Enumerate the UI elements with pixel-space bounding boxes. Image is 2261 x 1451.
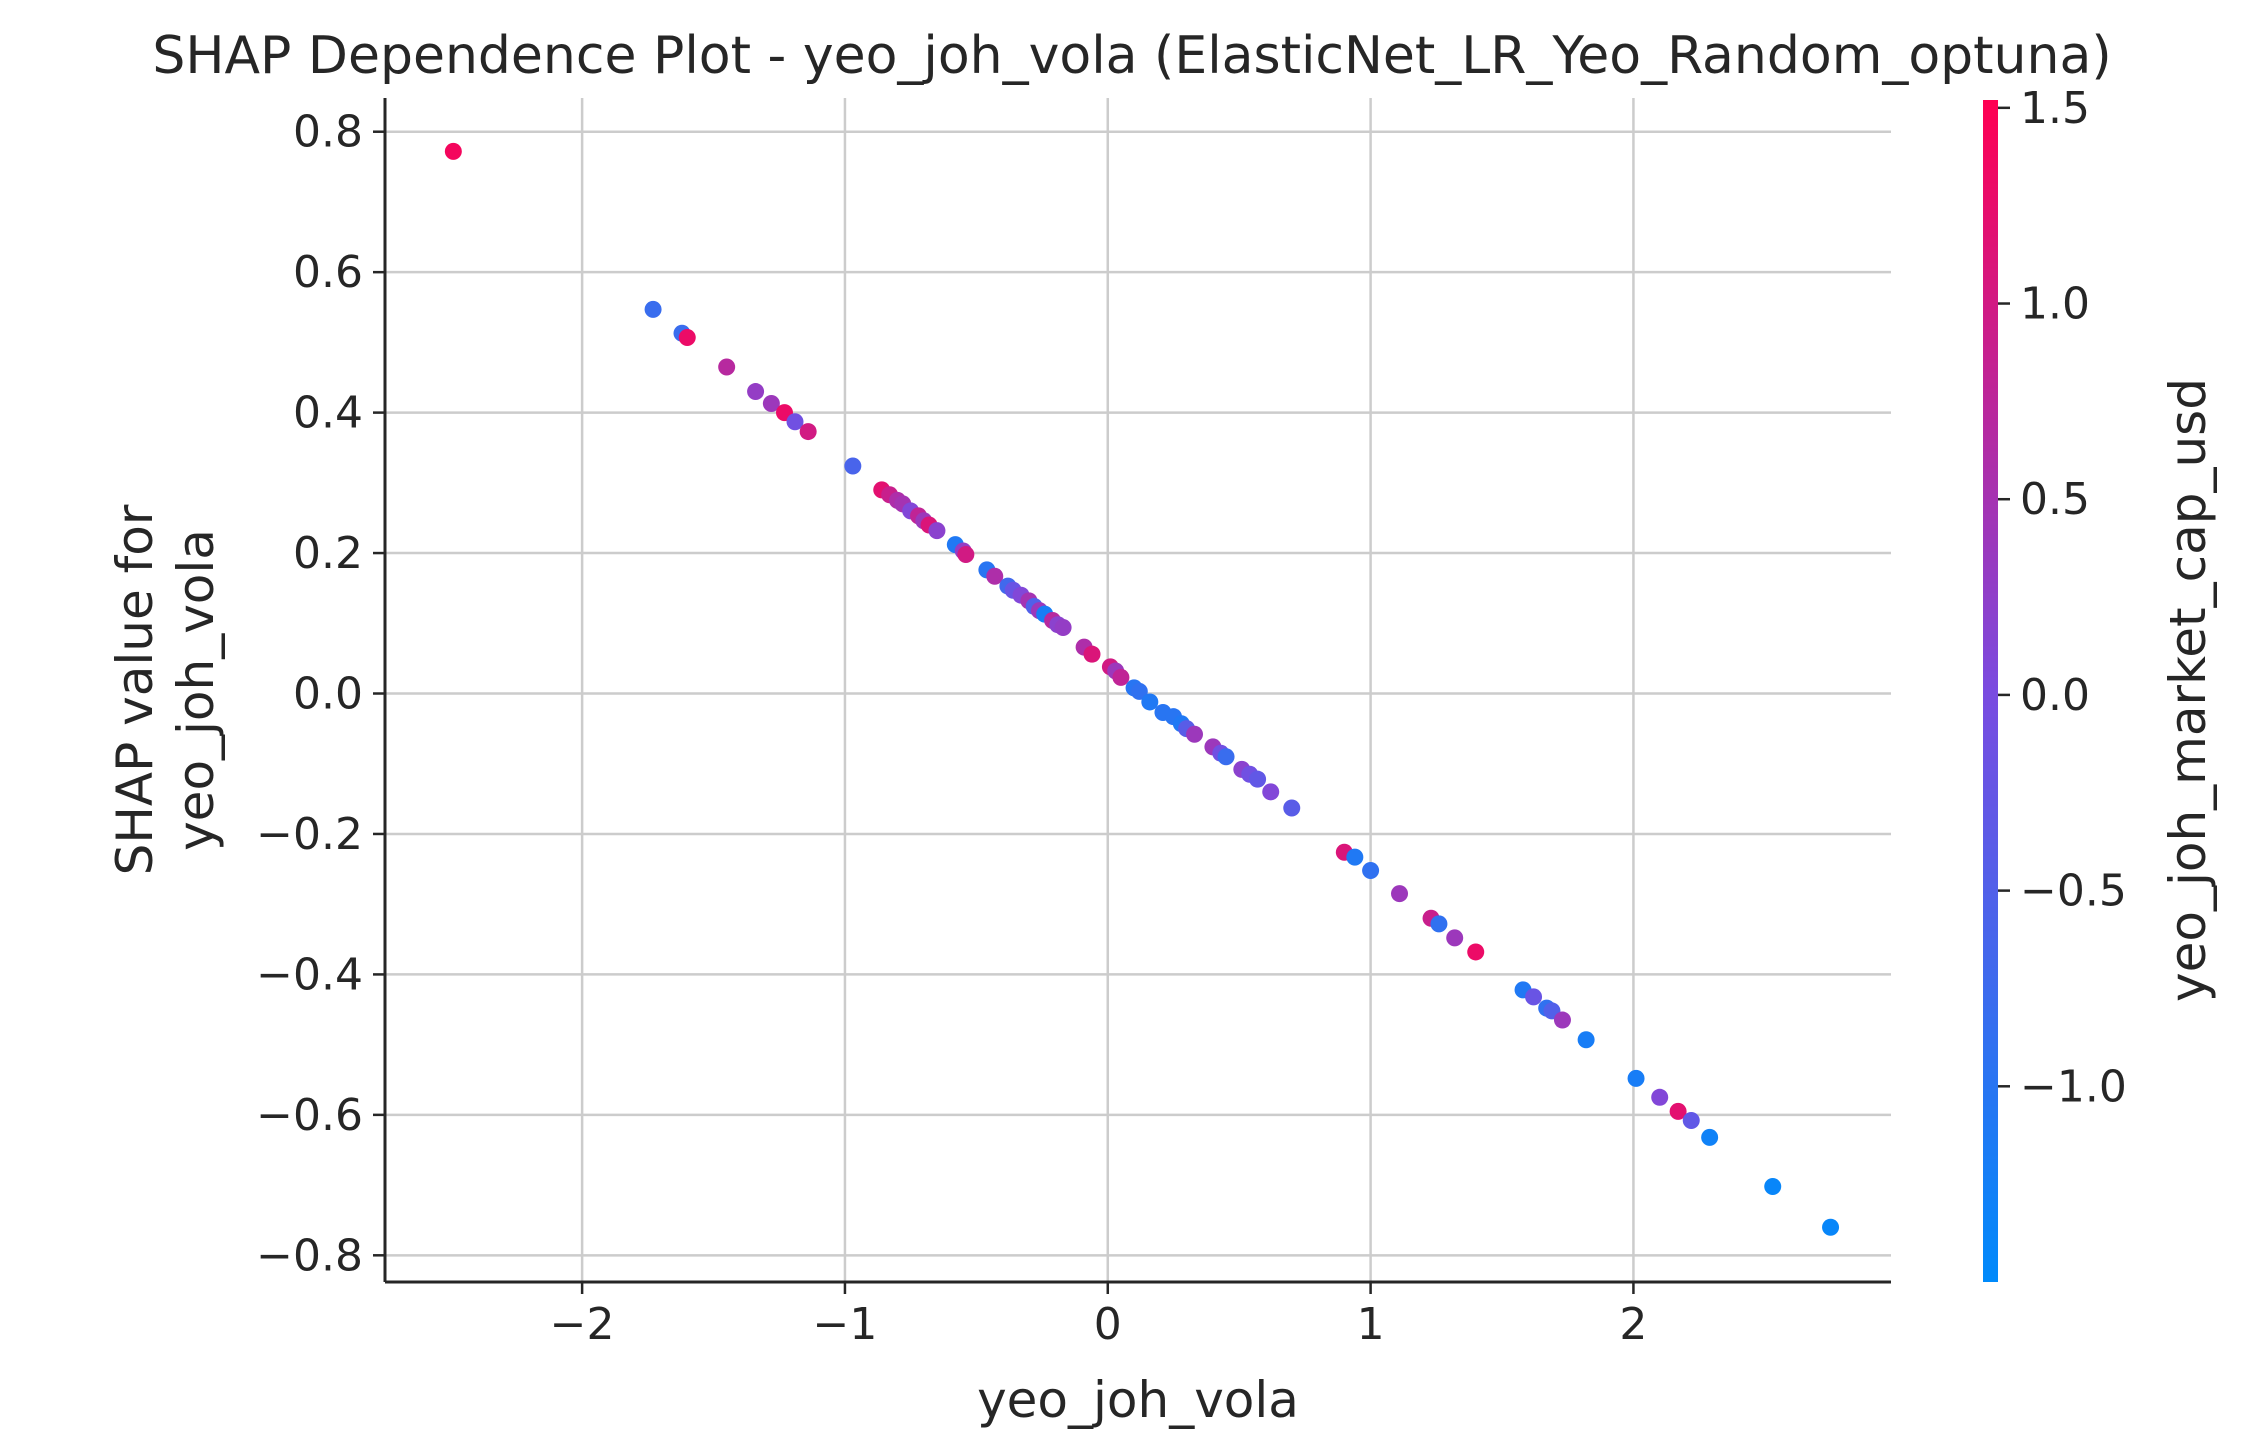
y-tick-label: 0.8 xyxy=(293,107,363,158)
scatter-point xyxy=(1669,1102,1687,1120)
scatter-point xyxy=(1701,1128,1719,1146)
y-tick-label: 0.6 xyxy=(293,247,363,298)
scatter-point xyxy=(1553,1011,1571,1029)
scatter-point xyxy=(799,423,817,441)
scatter-point xyxy=(1262,783,1280,801)
scatter-point xyxy=(1651,1088,1669,1106)
scatter-point xyxy=(1446,929,1464,947)
scatter-point xyxy=(1822,1218,1840,1236)
scatter-point xyxy=(1467,943,1485,961)
scatter-point xyxy=(1682,1111,1700,1129)
scatter-point xyxy=(1249,770,1267,788)
x-tick-label: −1 xyxy=(813,1299,878,1350)
scatter-point xyxy=(1083,645,1101,663)
axes xyxy=(383,98,1891,1284)
scatter-point xyxy=(957,545,975,563)
x-tick-label: 2 xyxy=(1619,1299,1647,1350)
scatter-point xyxy=(1627,1069,1645,1087)
scatter-point xyxy=(1525,988,1543,1006)
scatter-point xyxy=(1217,748,1235,766)
scatter-point xyxy=(1186,725,1204,743)
x-axis-label: yeo_joh_vola xyxy=(977,1371,1299,1429)
colorbar-tick-label: −0.5 xyxy=(2020,866,2127,917)
y-axis-label-line-1: SHAP value for xyxy=(106,504,164,875)
scatter-point xyxy=(1346,848,1364,866)
y-tick-label: −0.4 xyxy=(256,949,363,1000)
scatter-point xyxy=(928,522,946,540)
scatter-point xyxy=(1054,618,1072,636)
y-tick-label: 0.4 xyxy=(293,388,363,439)
scatter-point xyxy=(444,142,462,160)
scatter-point xyxy=(1577,1031,1595,1049)
y-tick-label: −0.6 xyxy=(256,1090,363,1141)
scatter-point xyxy=(718,358,736,376)
scatter-point xyxy=(678,328,696,346)
scatter-point xyxy=(1391,885,1409,903)
scatter-point xyxy=(1283,799,1301,817)
y-tick-label: 0.0 xyxy=(293,669,363,720)
scatter-point xyxy=(747,383,765,401)
scatter-point xyxy=(644,300,662,318)
colorbar-tick-label: −1.0 xyxy=(2020,1061,2127,1112)
y-ticks: 0.8 0.6 0.4 0.2 0.0 −0.2 −0.4 −0.6 −0.8 xyxy=(256,107,385,1281)
scatter-point xyxy=(1362,861,1380,879)
y-tick-label: −0.8 xyxy=(256,1230,363,1281)
scatter-points xyxy=(444,142,1840,1236)
gridlines xyxy=(385,98,1891,1282)
scatter-point xyxy=(1112,668,1130,686)
chart-title: SHAP Dependence Plot - yeo_joh_vola (Ela… xyxy=(152,26,2111,86)
scatter-point xyxy=(986,567,1004,585)
colorbar-label: yeo_joh_market_cap_usd xyxy=(2159,378,2217,1002)
colorbar-tick-label: 0.5 xyxy=(2020,474,2090,525)
scatter-point xyxy=(1430,915,1448,933)
colorbar-ticks: 1.5 1.0 0.5 0.0 −0.5 −1.0 xyxy=(1998,83,2127,1112)
x-tick-label: 0 xyxy=(1094,1299,1122,1350)
y-tick-label: −0.2 xyxy=(256,809,363,860)
x-tick-label: −2 xyxy=(550,1299,615,1350)
colorbar-tick-label: 0.0 xyxy=(2020,670,2090,721)
y-tick-label: 0.2 xyxy=(293,528,363,579)
colorbar xyxy=(1983,100,1998,1282)
y-axis-label-line-2: yeo_joh_vola xyxy=(167,529,225,851)
x-tick-label: 1 xyxy=(1357,1299,1385,1350)
scatter-point xyxy=(1764,1177,1782,1195)
scatter-point xyxy=(786,413,804,431)
scatter-point xyxy=(844,457,862,475)
x-ticks: −2 −1 0 1 2 xyxy=(550,1282,1647,1350)
scatter-point xyxy=(1130,682,1148,700)
colorbar-tick-label: 1.5 xyxy=(2020,83,2090,134)
colorbar-tick-label: 1.0 xyxy=(2020,279,2090,330)
scatter-point xyxy=(1141,693,1159,711)
y-axis-label: SHAP value for yeo_joh_vola xyxy=(106,504,225,875)
scatter-point xyxy=(762,394,780,412)
